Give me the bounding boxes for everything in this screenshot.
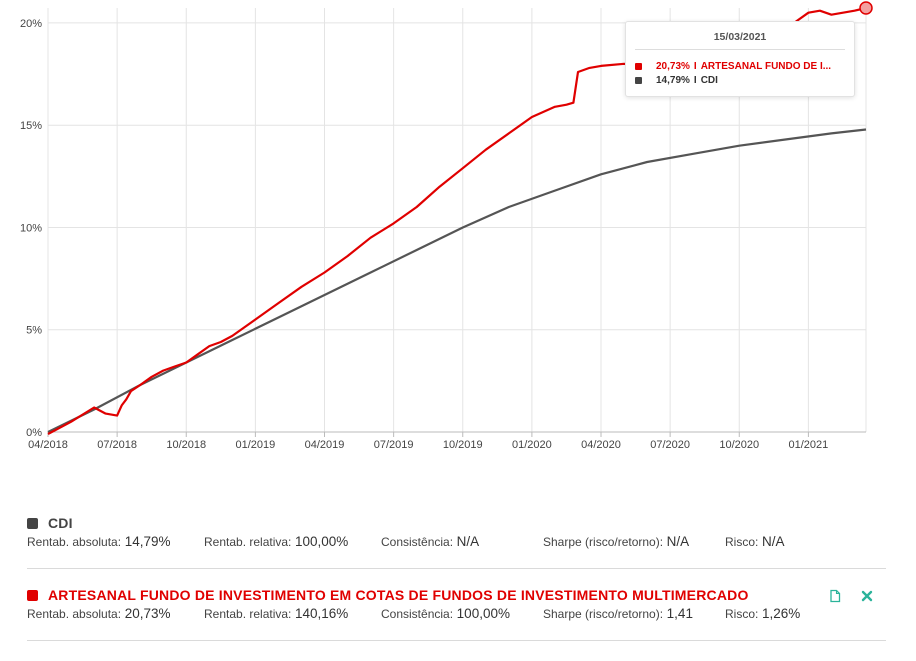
x-tick-label: 07/2020: [650, 439, 690, 451]
stat-sharpe: Sharpe (risco/retorno): 1,41: [543, 606, 693, 621]
x-tick-label: 01/2019: [235, 439, 275, 451]
legend-square-icon: [635, 62, 642, 70]
divider: [27, 568, 886, 569]
close-icon[interactable]: [860, 589, 874, 603]
stat-rentab-absoluta: Rentab. absoluta: 20,73%: [27, 606, 171, 621]
stat-sharpe: Sharpe (risco/retorno): N/A: [543, 534, 690, 549]
stat-consistencia: Consistência: N/A: [381, 534, 480, 549]
x-tick-label: 10/2018: [166, 439, 206, 451]
stats-row: Rentab. absoluta: 14,79% Rentab. relativ…: [27, 534, 886, 552]
summary-header: ARTESANAL FUNDO DE INVESTIMENTO EM COTAS…: [27, 586, 886, 604]
hover-marker: [859, 1, 873, 15]
stats-row: Rentab. absoluta: 20,73% Rentab. relativ…: [27, 606, 886, 624]
tooltip-series-name: ARTESANAL FUNDO DE I...: [700, 60, 832, 72]
y-tick-label: 5%: [26, 325, 42, 337]
summary-fund: ARTESANAL FUNDO DE INVESTIMENTO EM COTAS…: [27, 586, 886, 624]
tooltip-value: 14,79%: [656, 74, 690, 86]
tooltip-divider: [635, 49, 845, 50]
series-name: CDI: [48, 515, 73, 531]
stat-rentab-relativa: Rentab. relativa: 140,16%: [204, 606, 349, 621]
y-tick-label: 0%: [26, 427, 42, 439]
tooltip-separator: I: [693, 60, 697, 72]
stat-risco: Risco: N/A: [725, 534, 785, 549]
tooltip-separator: I: [693, 74, 697, 86]
summary-header: CDI: [27, 514, 886, 532]
x-tick-label: 01/2021: [789, 439, 829, 451]
y-tick-label: 10%: [20, 222, 42, 234]
stat-rentab-relativa: Rentab. relativa: 100,00%: [204, 534, 349, 549]
x-tick-label: 01/2020: [512, 439, 552, 451]
y-tick-label: 20%: [20, 18, 42, 30]
x-tick-label: 07/2018: [97, 439, 137, 451]
divider: [27, 640, 886, 641]
x-tick-label: 10/2020: [719, 439, 759, 451]
y-tick-label: 15%: [20, 120, 42, 132]
x-tick-label: 04/2020: [581, 439, 621, 451]
tooltip-series-name: CDI: [700, 74, 718, 86]
legend-square-icon: [27, 589, 38, 601]
stat-risco: Risco: 1,26%: [725, 606, 801, 621]
legend-square-icon: [635, 76, 642, 84]
tooltip-date: 15/03/2021: [713, 31, 767, 43]
x-tick-label: 10/2019: [443, 439, 483, 451]
stat-consistencia: Consistência: 100,00%: [381, 606, 510, 621]
tooltip-row-cdi: 14,79% I CDI: [635, 73, 845, 87]
x-tick-label: 04/2018: [28, 439, 68, 451]
summary-cdi: CDI Rentab. absoluta: 14,79% Rentab. rel…: [27, 514, 886, 552]
legend-square-icon: [27, 517, 38, 529]
stat-rentab-absoluta: Rentab. absoluta: 14,79%: [27, 534, 171, 549]
tooltip-value: 20,73%: [656, 60, 690, 72]
x-tick-label: 04/2019: [305, 439, 345, 451]
x-tick-label: 07/2019: [374, 439, 414, 451]
series-name: ARTESANAL FUNDO DE INVESTIMENTO EM COTAS…: [48, 587, 749, 603]
document-icon[interactable]: [828, 589, 842, 603]
tooltip-row-fund: 20,73% I ARTESANAL FUNDO DE I...: [635, 59, 845, 73]
series-line-cdi: [47, 128, 867, 433]
chart-tooltip: 15/03/2021 20,73% I ARTESANAL FUNDO DE I…: [625, 21, 855, 97]
